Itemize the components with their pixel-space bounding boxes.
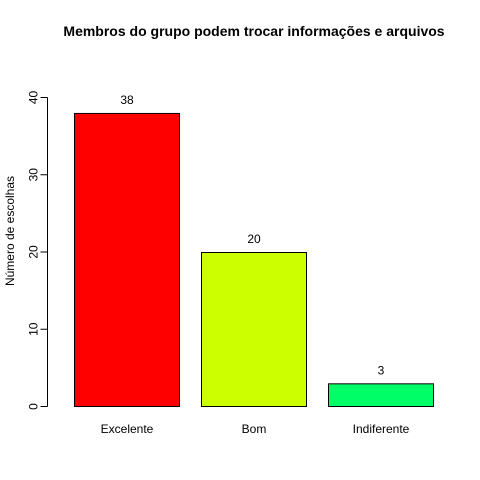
chart-title: Membros do grupo podem trocar informaçõe… — [63, 23, 444, 39]
y-axis-label: Número de escolhas — [3, 176, 17, 286]
bar-bom — [201, 252, 307, 407]
y-tick-label: 20 — [27, 245, 41, 259]
y-tick-label: 30 — [27, 168, 41, 182]
data-label: 3 — [378, 363, 385, 377]
y-tick-label: 40 — [27, 91, 41, 105]
data-label: 20 — [247, 232, 261, 246]
data-labels-group: 38 20 3 — [120, 93, 384, 377]
category-label: Excelente — [101, 422, 154, 436]
bar-excelente — [74, 112, 180, 407]
data-label: 38 — [120, 93, 134, 107]
bars-group — [74, 112, 434, 408]
y-axis: 0 10 20 30 40 — [27, 91, 48, 410]
y-tick-label: 0 — [27, 403, 41, 410]
bar-indiferente — [328, 383, 434, 408]
category-label: Indiferente — [353, 422, 410, 436]
category-label: Bom — [242, 422, 267, 436]
category-labels-group: Excelente Bom Indiferente — [101, 422, 410, 436]
y-tick-label: 10 — [27, 322, 41, 336]
